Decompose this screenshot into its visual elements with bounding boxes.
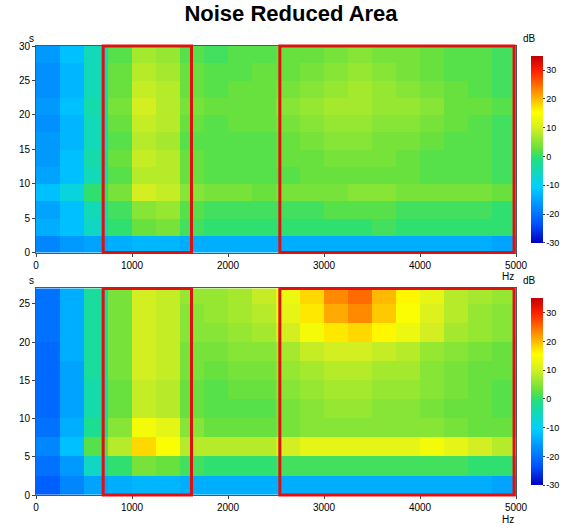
svg-text:Noise Reduced Area: Noise Reduced Area [184, 1, 398, 26]
svg-text:Hz: Hz [502, 514, 514, 525]
svg-text:20: 20 [19, 109, 31, 120]
svg-text:15: 15 [19, 375, 31, 386]
svg-text:0: 0 [24, 247, 30, 258]
svg-text:0: 0 [33, 260, 39, 271]
svg-text:5000: 5000 [505, 260, 528, 271]
svg-text:10: 10 [546, 123, 556, 133]
svg-text:20: 20 [19, 337, 31, 348]
svg-text:5000: 5000 [505, 502, 528, 513]
svg-text:30: 30 [19, 41, 31, 52]
svg-text:1000: 1000 [121, 502, 144, 513]
svg-text:0: 0 [546, 152, 551, 162]
svg-text:dB: dB [523, 275, 536, 286]
svg-text:-20: -20 [546, 209, 559, 219]
svg-text:15: 15 [19, 144, 31, 155]
svg-text:4000: 4000 [409, 502, 432, 513]
svg-text:-20: -20 [546, 452, 559, 462]
svg-text:3000: 3000 [313, 260, 336, 271]
svg-text:1000: 1000 [121, 260, 144, 271]
svg-text:30: 30 [546, 65, 556, 75]
svg-text:0: 0 [24, 490, 30, 501]
svg-text:4000: 4000 [409, 260, 432, 271]
svg-text:20: 20 [546, 337, 556, 347]
svg-text:10: 10 [19, 413, 31, 424]
svg-text:-30: -30 [546, 480, 559, 490]
svg-text:s: s [29, 275, 34, 286]
svg-text:2000: 2000 [217, 502, 240, 513]
svg-text:5: 5 [24, 451, 30, 462]
svg-text:s: s [29, 33, 34, 44]
svg-text:10: 10 [546, 365, 556, 375]
svg-text:10: 10 [19, 178, 31, 189]
svg-text:-30: -30 [546, 238, 559, 248]
svg-text:0: 0 [546, 394, 551, 404]
svg-text:25: 25 [19, 298, 31, 309]
svg-text:0: 0 [33, 502, 39, 513]
svg-text:30: 30 [546, 308, 556, 318]
svg-text:5: 5 [24, 213, 30, 224]
svg-text:3000: 3000 [313, 502, 336, 513]
svg-text:Hz: Hz [502, 271, 514, 282]
svg-text:20: 20 [546, 94, 556, 104]
svg-text:2000: 2000 [217, 260, 240, 271]
svg-text:25: 25 [19, 75, 31, 86]
svg-text:dB: dB [523, 33, 536, 44]
svg-text:-10: -10 [546, 423, 559, 433]
svg-text:-10: -10 [546, 180, 559, 190]
